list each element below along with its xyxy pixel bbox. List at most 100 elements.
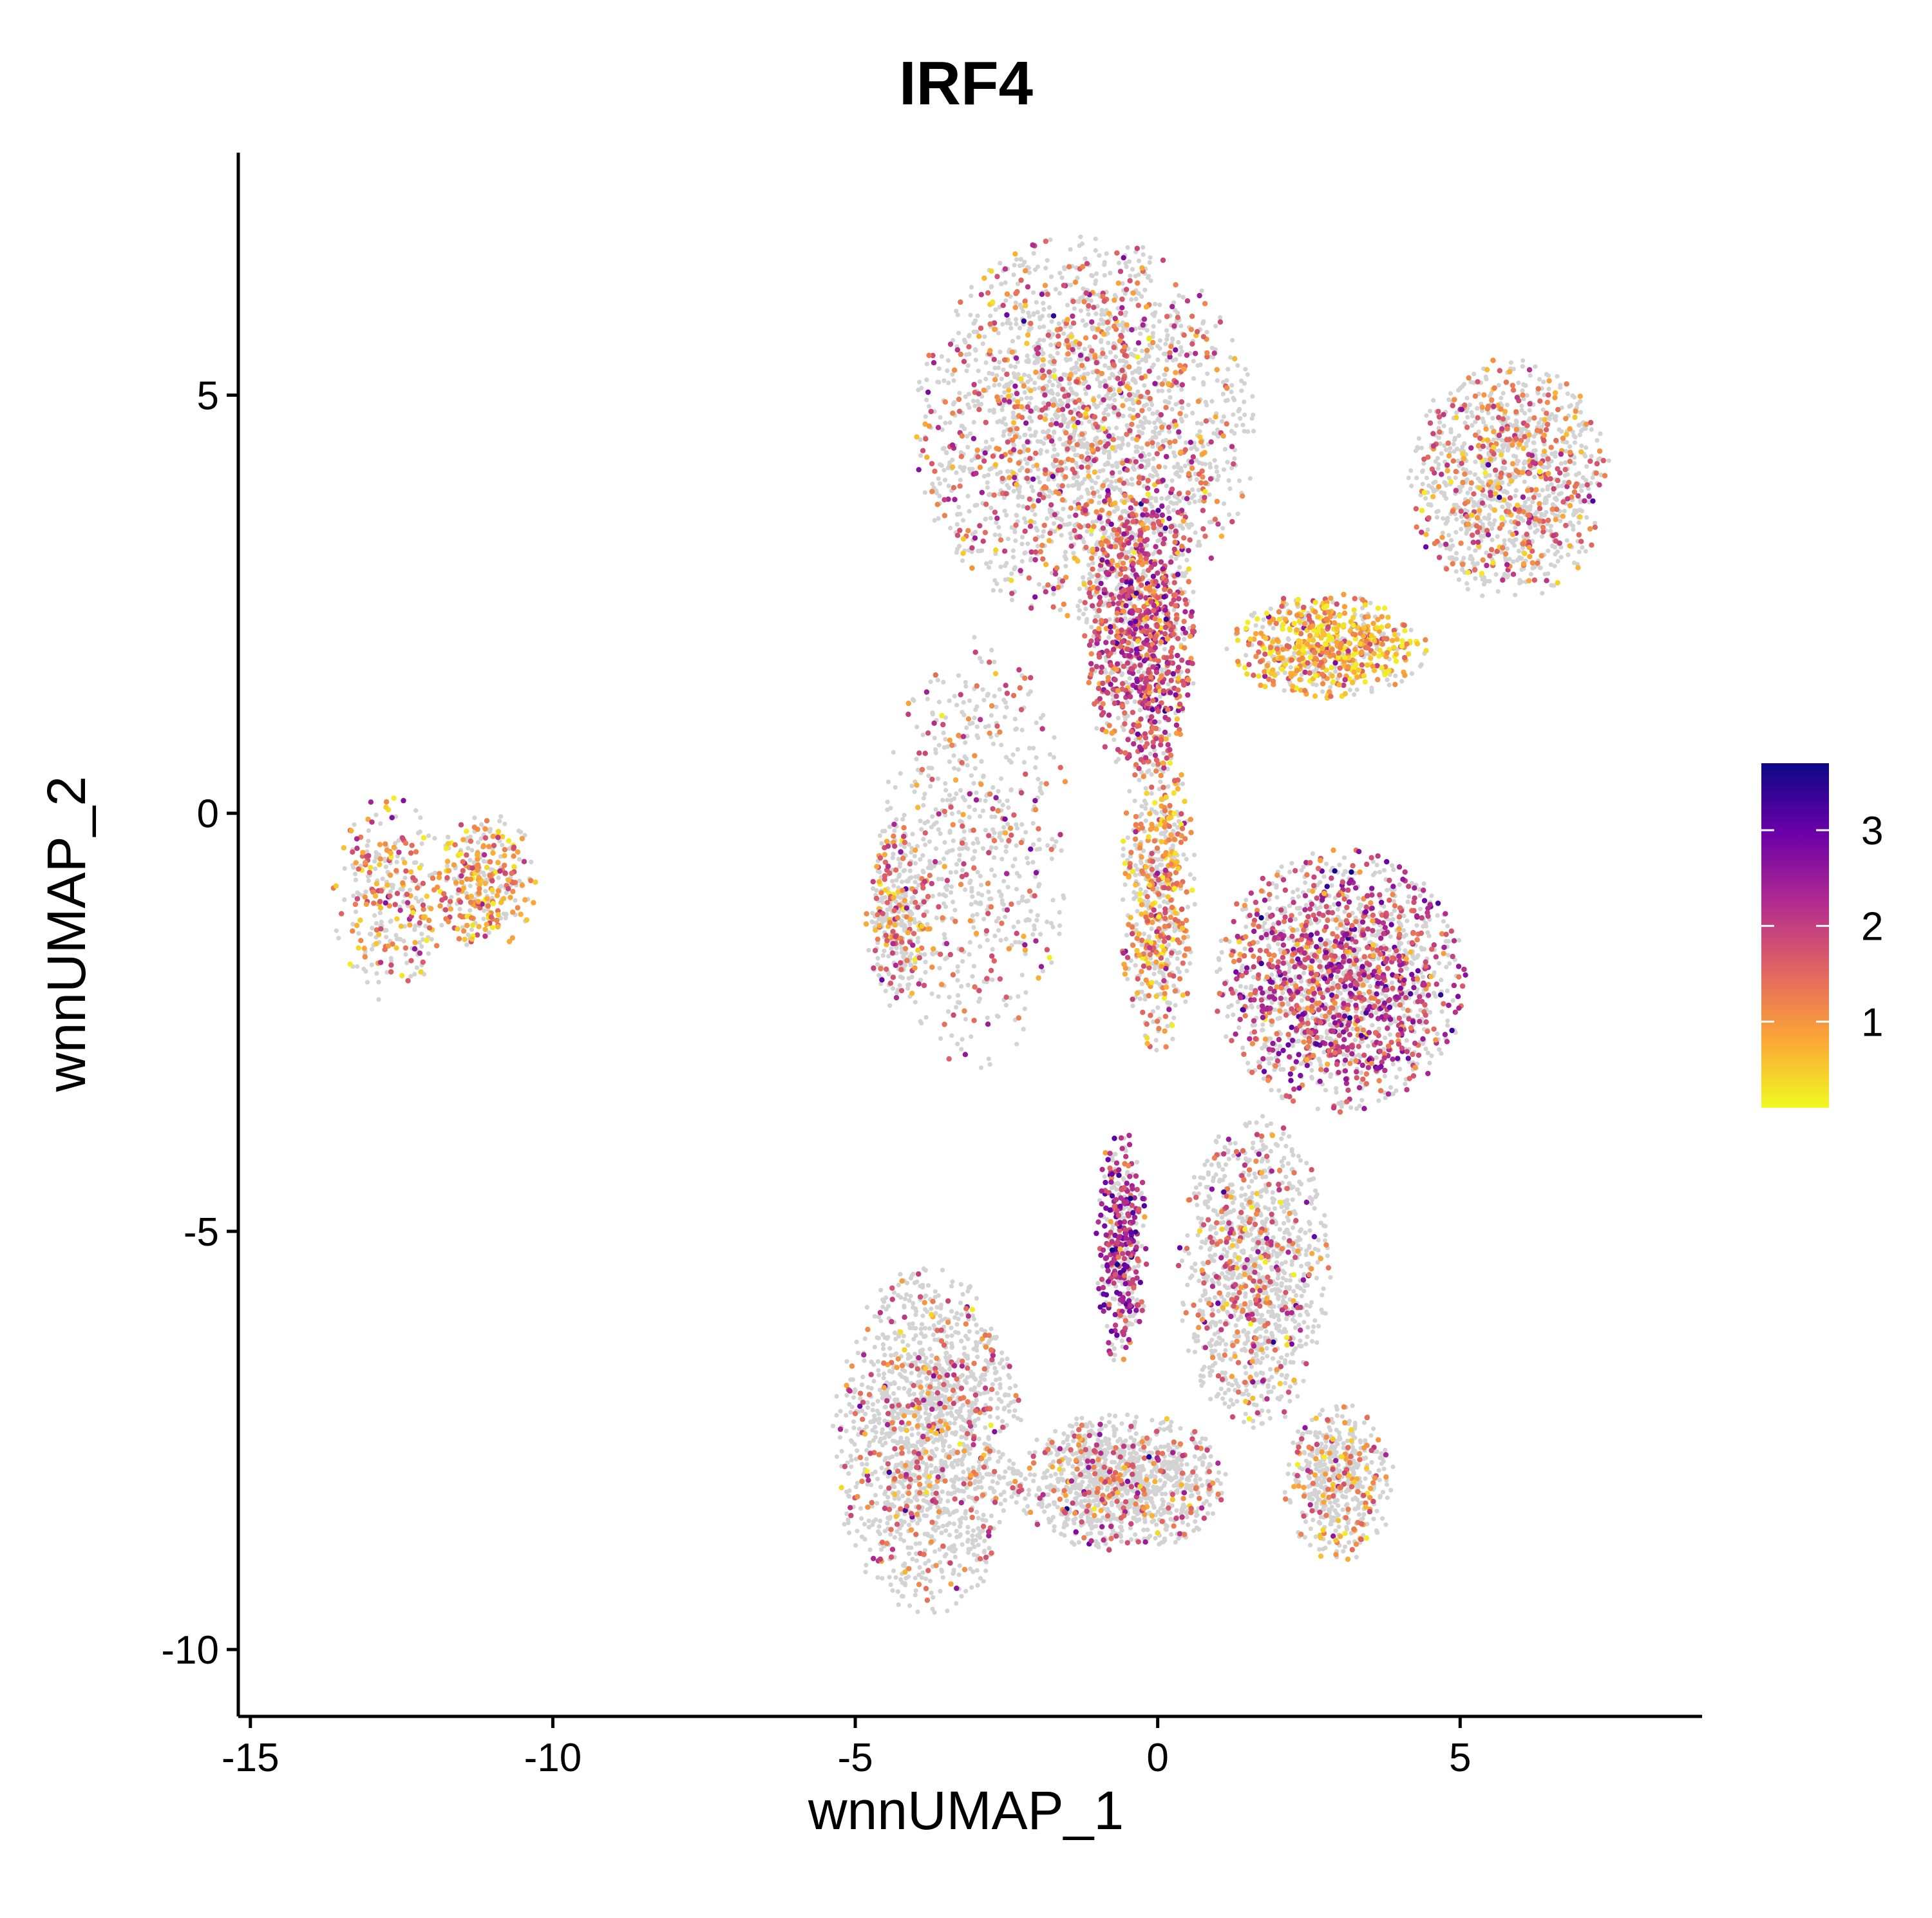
background-cell-point <box>1448 430 1454 435</box>
background-cell-point <box>1520 388 1525 394</box>
background-cell-point <box>1073 370 1078 375</box>
background-cell-point <box>918 437 923 442</box>
background-cell-point <box>1532 475 1537 480</box>
background-cell-point <box>923 842 928 848</box>
background-cell-point <box>1468 486 1473 491</box>
background-cell-point <box>1115 306 1121 311</box>
background-cell-point <box>1464 477 1470 482</box>
background-cell-point <box>1195 447 1200 452</box>
background-cell-point <box>1383 1036 1388 1041</box>
background-cell-point <box>1545 465 1550 470</box>
background-cell-point <box>1218 938 1224 944</box>
background-cell-point <box>1359 1097 1365 1103</box>
background-cell-point <box>956 1000 961 1005</box>
background-cell-point <box>961 712 967 717</box>
background-cell-point <box>942 936 947 941</box>
background-cell-point <box>1219 950 1224 955</box>
background-cell-point <box>1082 477 1087 482</box>
background-cell-point <box>398 887 403 892</box>
background-cell-point <box>955 969 960 974</box>
background-cell-point <box>1069 366 1074 372</box>
background-cell-point <box>891 883 896 888</box>
background-cell-point <box>969 458 974 463</box>
background-cell-point <box>1037 837 1042 842</box>
background-cell-point <box>1016 994 1021 999</box>
background-cell-point <box>1328 685 1333 690</box>
background-cell-point <box>1050 837 1055 842</box>
background-cell-point <box>1104 394 1109 399</box>
background-cell-point <box>1025 855 1030 860</box>
background-cell-point <box>937 481 942 486</box>
background-cell-point <box>1357 1103 1362 1108</box>
background-cell-point <box>935 678 940 683</box>
background-cell-point <box>986 723 991 728</box>
background-cell-point <box>1539 424 1544 430</box>
background-cell-point <box>1102 272 1107 278</box>
background-cell-point <box>417 829 422 835</box>
background-cell-point <box>1262 920 1267 926</box>
background-cell-point <box>1553 551 1558 557</box>
background-cell-point <box>1015 826 1020 831</box>
background-cell-point <box>976 840 981 845</box>
background-cell-point <box>983 798 988 803</box>
background-cell-point <box>1420 482 1425 487</box>
background-cell-point <box>1448 391 1454 396</box>
background-cell-point <box>936 516 941 521</box>
background-cell-point <box>986 385 991 390</box>
background-cell-point <box>1168 395 1173 400</box>
background-cell-point <box>353 871 358 877</box>
background-cell-point <box>973 357 978 363</box>
background-cell-point <box>366 878 372 883</box>
background-cell-point <box>1278 947 1283 953</box>
background-cell-point <box>1071 447 1076 452</box>
background-cell-point <box>1083 256 1088 261</box>
background-cell-point <box>1035 264 1041 269</box>
background-cell-point <box>1104 477 1110 483</box>
background-cell-point <box>1151 324 1156 329</box>
background-cell-point <box>980 687 985 692</box>
background-cell-point <box>999 743 1004 748</box>
background-cell-point <box>970 974 975 979</box>
background-cell-point <box>1106 403 1111 408</box>
background-cell-point <box>1521 466 1526 471</box>
background-cell-point <box>929 991 934 996</box>
background-cell-point <box>1321 1050 1327 1055</box>
background-cell-point <box>967 509 972 514</box>
background-cell-point <box>1501 390 1506 396</box>
background-cell-point <box>1388 911 1394 916</box>
background-cell-point <box>1151 466 1156 471</box>
background-cell-point <box>1031 251 1036 256</box>
background-cell-point <box>1120 281 1125 286</box>
background-cell-point <box>1159 496 1164 501</box>
background-cell-point <box>1200 444 1206 449</box>
background-cell-point <box>1090 327 1095 332</box>
background-cell-point <box>941 730 946 736</box>
background-cell-point <box>1516 549 1522 554</box>
background-cell-point <box>1041 301 1046 306</box>
background-cell-point <box>355 890 360 895</box>
background-cell-point <box>904 878 909 884</box>
background-cell-point <box>1530 499 1535 505</box>
background-cell-point <box>1142 383 1147 388</box>
background-cell-point <box>1057 910 1062 915</box>
background-cell-point <box>1244 897 1249 903</box>
background-cell-point <box>1269 1056 1274 1061</box>
background-cell-point <box>1151 762 1156 767</box>
background-cell-point <box>998 419 1003 424</box>
background-cell-point <box>1063 564 1068 569</box>
background-cell-point <box>954 522 960 527</box>
background-cell-point <box>1560 483 1565 489</box>
background-cell-point <box>974 329 980 334</box>
background-cell-point <box>994 520 999 526</box>
background-cell-point <box>1052 447 1057 452</box>
background-cell-point <box>1558 518 1563 524</box>
background-cell-point <box>1160 439 1166 444</box>
background-cell-point <box>1480 492 1485 497</box>
background-cell-point <box>993 846 999 851</box>
background-cell-point <box>956 504 961 509</box>
background-cell-point <box>1171 508 1177 513</box>
background-cell-point <box>1084 450 1090 455</box>
background-cell-point <box>955 992 961 998</box>
background-cell-point <box>517 878 522 884</box>
background-cell-point <box>1038 716 1043 721</box>
